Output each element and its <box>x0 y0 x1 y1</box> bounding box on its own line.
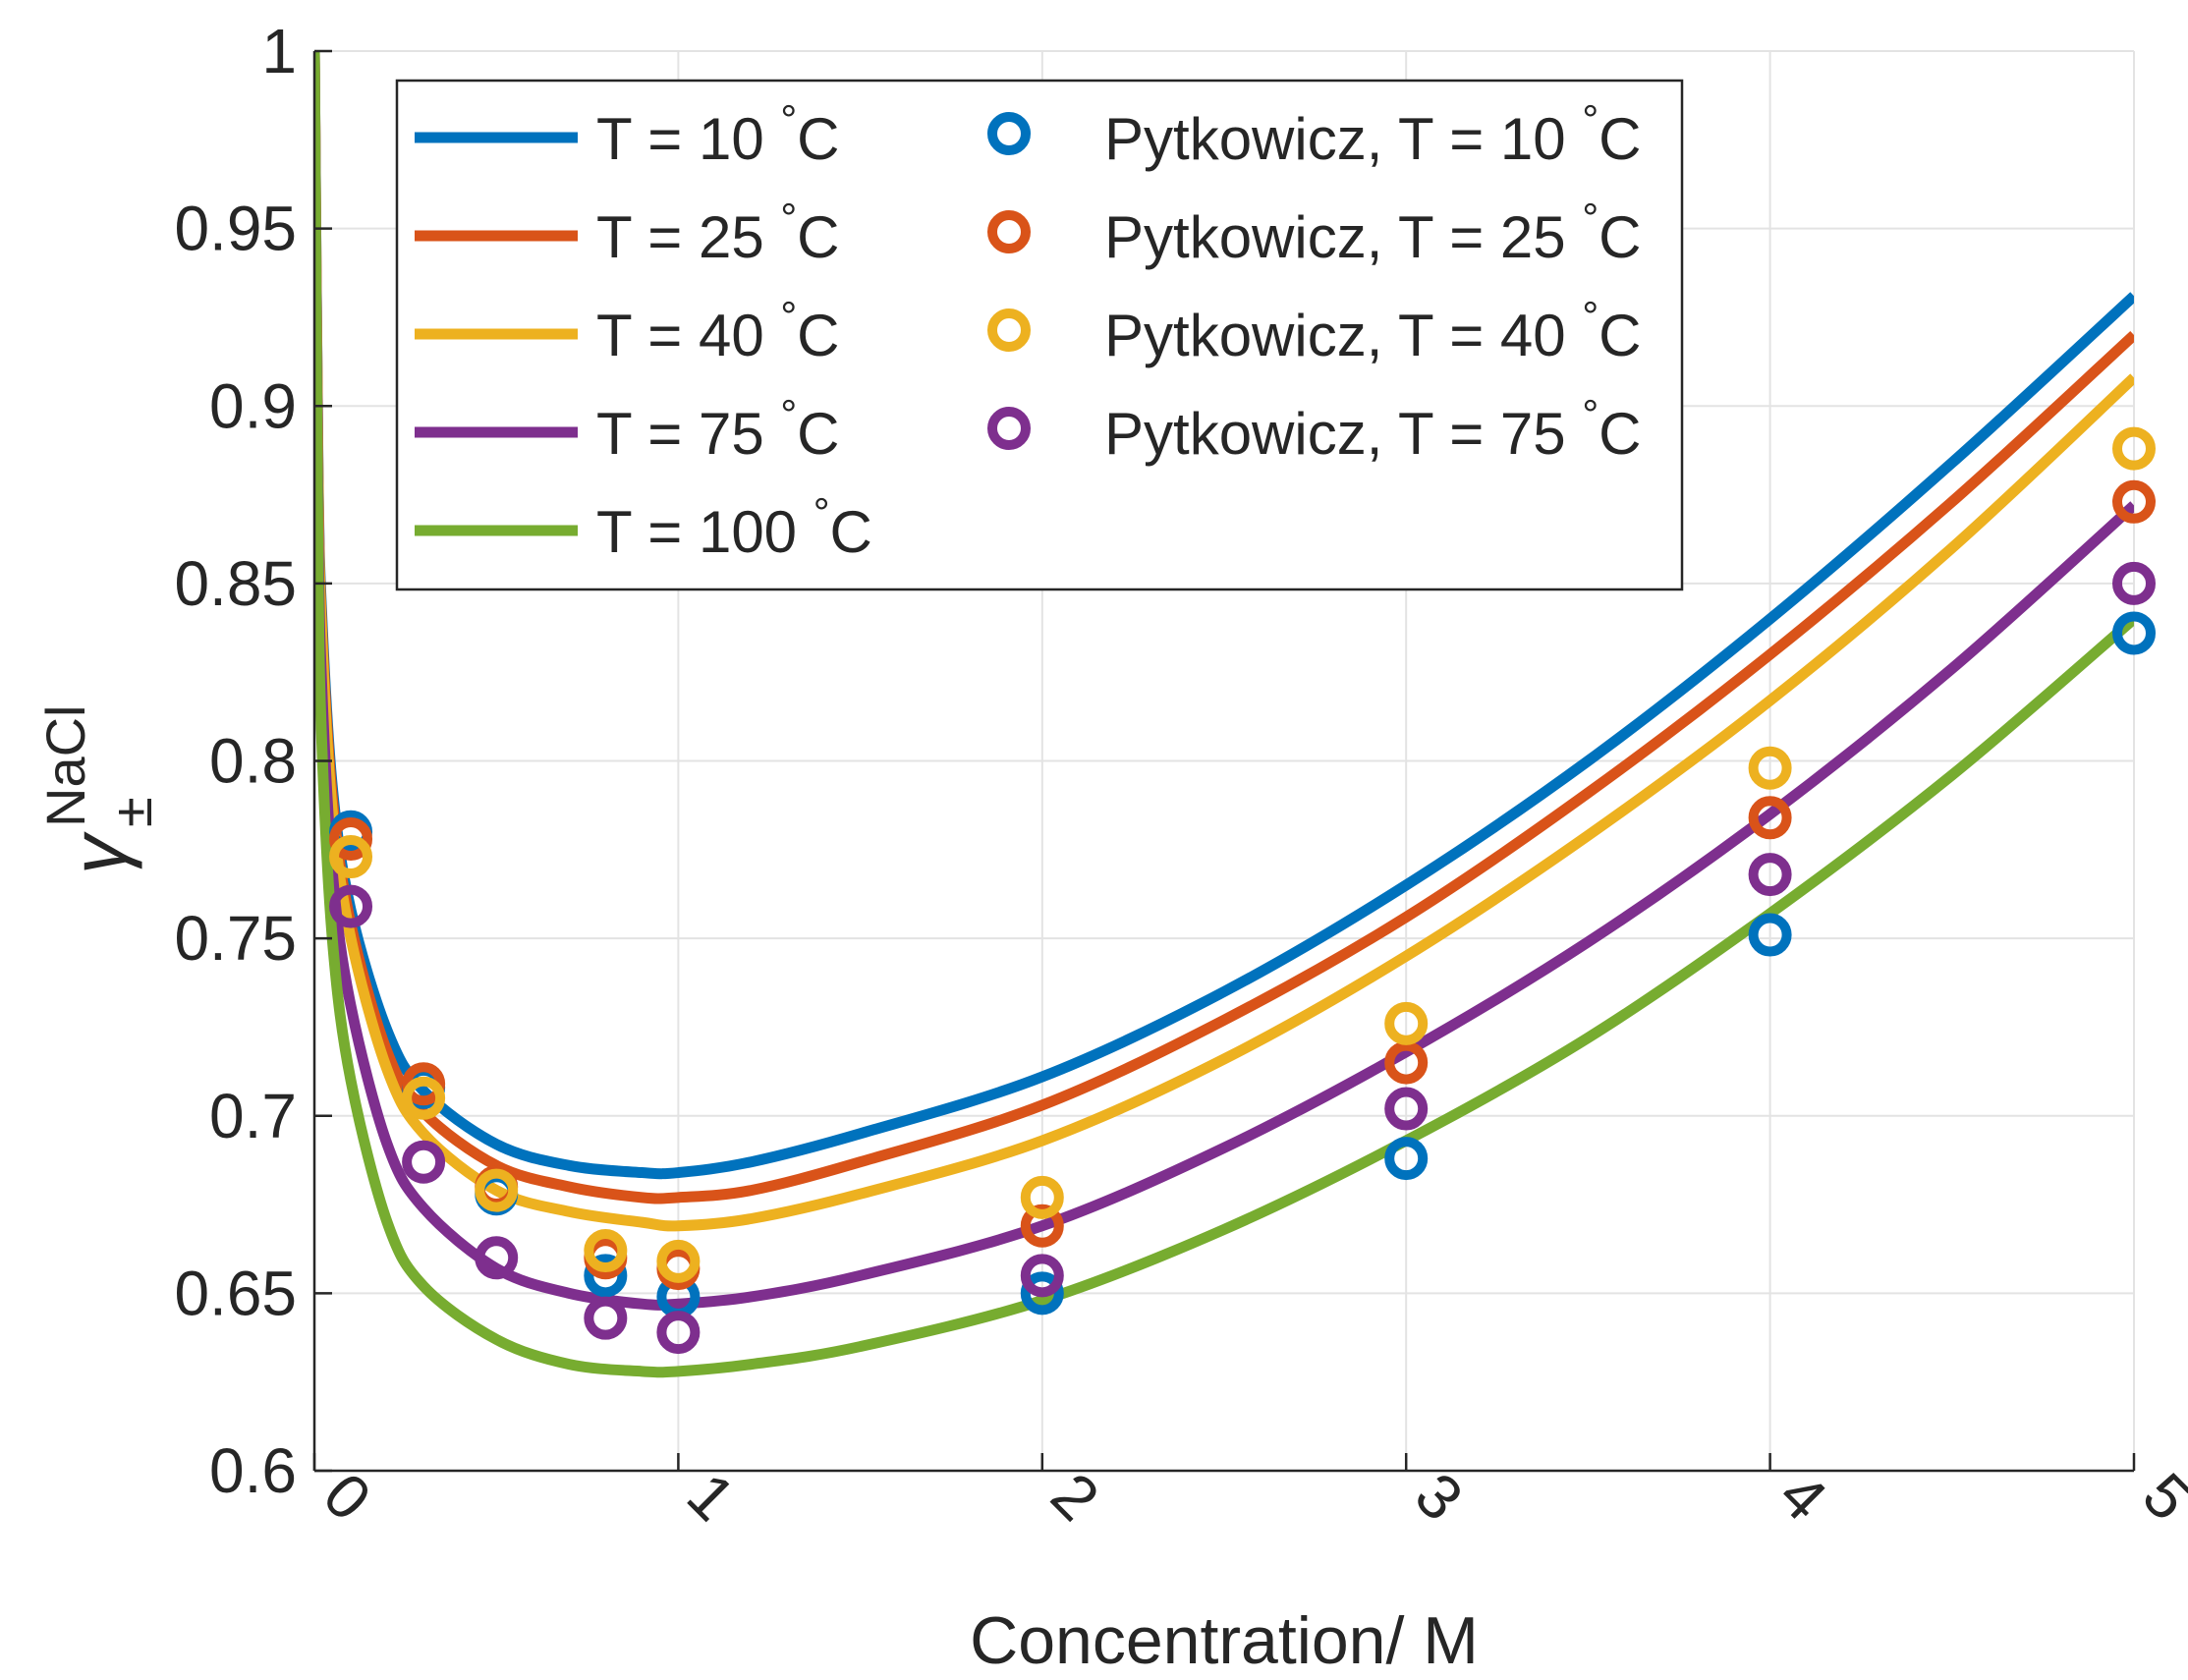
legend-label-unit: C <box>830 499 872 565</box>
legend-label-8: Pytkowicz, T = 75 °C <box>1104 391 1641 467</box>
legend-label-degree: ° <box>780 391 797 437</box>
y-tick-label: 0.75 <box>174 903 297 974</box>
legend-label-0: T = 10 °C <box>596 96 840 172</box>
data-point-7-1 <box>402 1076 446 1120</box>
data-point-5-7 <box>1748 913 1792 957</box>
legend-label-2: T = 40 °C <box>596 293 840 368</box>
series-layer <box>314 51 2134 1378</box>
data-point-7-5 <box>1020 1175 1064 1219</box>
data-point-7-4 <box>656 1239 701 1283</box>
data-point-8-6 <box>1384 1087 1429 1131</box>
legend-swatch-marker-8 <box>987 407 1031 450</box>
y-axis-title-subscript: ± <box>101 797 163 827</box>
legend-label-1: T = 25 °C <box>596 195 840 270</box>
legend-label-5: Pytkowicz, T = 10 °C <box>1104 96 1641 172</box>
data-point-8-5 <box>1020 1254 1064 1298</box>
legend-label-unit: C <box>797 204 839 270</box>
legend-label-main: Pytkowicz, T = 75 <box>1104 401 1582 467</box>
legend-label-degree: ° <box>780 96 797 142</box>
legend-label-degree: ° <box>1582 293 1599 339</box>
legend-label-7: Pytkowicz, T = 40 °C <box>1104 293 1641 368</box>
legend-label-unit: C <box>797 401 839 467</box>
legend-label-4: T = 100 °C <box>596 489 872 565</box>
legend: T = 10 °CT = 25 °CT = 40 °CT = 75 °CT = … <box>395 79 1684 591</box>
data-point-7-8 <box>2112 426 2156 471</box>
data-point-7-3 <box>584 1229 628 1273</box>
legend-label-6: Pytkowicz, T = 25 °C <box>1104 195 1641 270</box>
data-point-6-5 <box>1020 1204 1064 1248</box>
data-point-6-7 <box>1748 796 1792 840</box>
legend-label-main: T = 75 <box>596 401 780 467</box>
data-point-5-5 <box>1020 1271 1064 1316</box>
data-point-8-0 <box>329 884 373 928</box>
legend-label-degree: ° <box>780 195 797 241</box>
series-line-4 <box>314 51 2134 1378</box>
legend-box <box>395 79 1684 591</box>
marker-layer <box>329 426 2156 1355</box>
legend-label-main: T = 40 <box>596 303 780 368</box>
legend-label-main: T = 100 <box>596 499 813 565</box>
legend-swatch-marker-6 <box>987 210 1031 253</box>
y-tick-label: 0.9 <box>209 370 297 441</box>
legend-label-degree: ° <box>813 489 830 535</box>
y-tick-label: 1 <box>261 16 297 86</box>
legend-label-degree: ° <box>780 293 797 339</box>
data-point-5-8 <box>2112 611 2156 655</box>
y-tick-label: 0.85 <box>174 548 297 619</box>
data-point-8-3 <box>584 1296 628 1340</box>
data-point-6-1 <box>402 1062 446 1106</box>
legend-label-main: Pytkowicz, T = 25 <box>1104 204 1582 270</box>
legend-label-main: Pytkowicz, T = 40 <box>1104 303 1582 368</box>
legend-label-unit: C <box>797 303 839 368</box>
x-axis-title: Concentration/ M <box>970 1603 1479 1675</box>
data-point-7-2 <box>475 1168 519 1212</box>
legend-label-unit: C <box>1599 303 1641 368</box>
data-point-8-4 <box>656 1311 701 1355</box>
data-point-8-7 <box>1748 853 1792 897</box>
data-point-6-8 <box>2112 479 2156 524</box>
legend-label-main: T = 25 <box>596 204 780 270</box>
data-point-8-1 <box>402 1140 446 1184</box>
data-point-8-8 <box>2112 561 2156 605</box>
legend-label-main: T = 10 <box>596 106 780 172</box>
legend-label-unit: C <box>1599 106 1641 172</box>
legend-swatch-marker-7 <box>987 308 1031 352</box>
data-point-5-6 <box>1384 1137 1429 1181</box>
data-point-8-2 <box>475 1236 519 1280</box>
legend-swatch-marker-5 <box>987 112 1031 155</box>
legend-label-unit: C <box>797 106 839 172</box>
data-point-6-0 <box>329 816 373 861</box>
y-tick-label: 0.95 <box>174 194 297 264</box>
legend-label-3: T = 75 °C <box>596 391 840 467</box>
legend-label-main: Pytkowicz, T = 10 <box>1104 106 1582 172</box>
data-point-5-3 <box>584 1254 628 1298</box>
legend-label-degree: ° <box>1582 195 1599 241</box>
data-point-7-7 <box>1748 746 1792 790</box>
data-point-7-0 <box>329 835 373 879</box>
data-point-6-6 <box>1384 1040 1429 1085</box>
y-axis-title-superscript: NaCl <box>34 705 96 827</box>
y-axis-title: γ ±NaCl <box>34 705 163 874</box>
y-axis-title-symbol: γ <box>55 831 142 874</box>
legend-label-degree: ° <box>1582 96 1599 142</box>
legend-label-unit: C <box>1599 204 1641 270</box>
data-point-7-6 <box>1384 1001 1429 1045</box>
y-tick-label: 0.65 <box>174 1258 297 1328</box>
y-tick-label: 0.8 <box>209 726 297 797</box>
y-tick-label: 0.6 <box>209 1435 297 1506</box>
y-tick-label: 0.7 <box>209 1081 297 1151</box>
legend-label-unit: C <box>1599 401 1641 467</box>
legend-label-degree: ° <box>1582 391 1599 437</box>
